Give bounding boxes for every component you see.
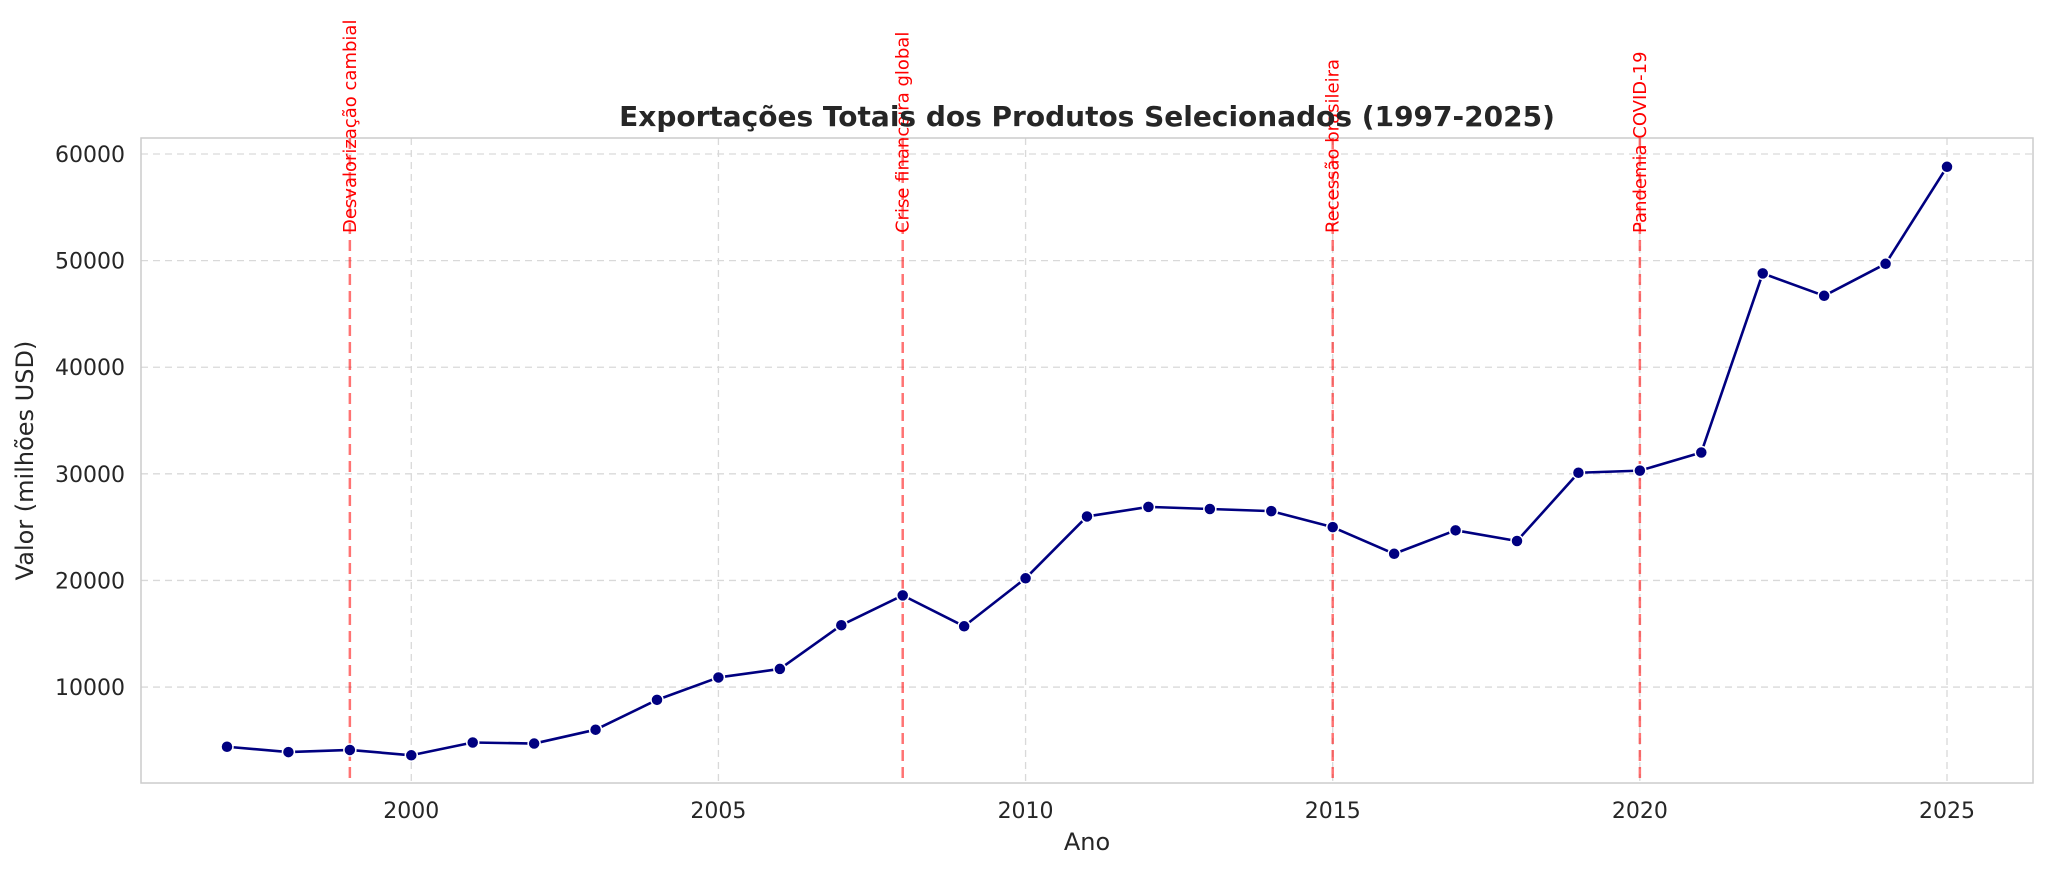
data-point [404,748,419,763]
data-point [650,693,664,707]
x-axis-ticks: 2000 2005 2010 2015 2020 2025 [383,799,1975,824]
data-point [773,662,787,676]
data-point [1571,466,1586,480]
x-tick-label: 2020 [1612,799,1668,824]
data-point [1203,502,1217,516]
y-tick-label: 60000 [55,143,125,168]
data-point [1080,509,1094,524]
event-labels: Desvalorização cambial Crise financeira g… [340,20,1651,233]
data-point [1264,504,1279,518]
y-tick-label: 30000 [55,463,125,488]
y-axis-ticks: 10000 20000 30000 40000 50000 60000 [55,143,125,701]
data-point [1940,160,1954,174]
data-point [711,670,726,685]
data-point [895,588,910,603]
data-point [1141,500,1156,514]
data-point [588,722,603,737]
data-point [957,619,971,634]
y-tick-label: 10000 [55,676,125,701]
series-line [226,166,1949,757]
event-label: Crise financeira global [893,32,914,233]
data-point [1387,547,1401,561]
data-point [1325,520,1340,534]
data-point [465,735,480,750]
x-tick-label: 2010 [998,799,1054,824]
data-point [1510,534,1524,548]
x-tick-label: 2015 [1305,799,1361,824]
data-point [1878,257,1893,271]
data-point [343,743,357,757]
grid-lines [141,138,2033,783]
data-point [1633,463,1647,478]
y-tick-label: 50000 [55,250,125,275]
data-point [1817,289,1831,303]
data-point [1755,266,1770,281]
y-tick-label: 20000 [55,569,125,594]
data-point [1448,523,1463,538]
plot-area-frame [140,137,2034,784]
x-axis-label: Ano [1064,828,1110,856]
x-tick-label: 2005 [690,799,746,824]
series-group [220,160,1954,763]
event-lines [348,138,1642,783]
x-tick-label: 2000 [383,799,439,824]
chart-title: Exportações Totais dos Produtos Selecion… [619,100,1555,133]
event-label: Recessão brasileira [1323,59,1344,233]
y-axis-label: Valor (milhões USD) [11,341,39,581]
event-label: Desvalorização cambial [340,20,361,233]
data-point [281,745,296,759]
event-label: Pandemia COVID-19 [1630,51,1651,233]
data-point [1018,571,1033,586]
data-point [834,618,849,632]
x-tick-label: 2025 [1919,799,1975,824]
data-point [1694,445,1709,460]
data-point [220,740,234,754]
y-tick-label: 40000 [55,356,125,381]
data-point [527,736,541,751]
